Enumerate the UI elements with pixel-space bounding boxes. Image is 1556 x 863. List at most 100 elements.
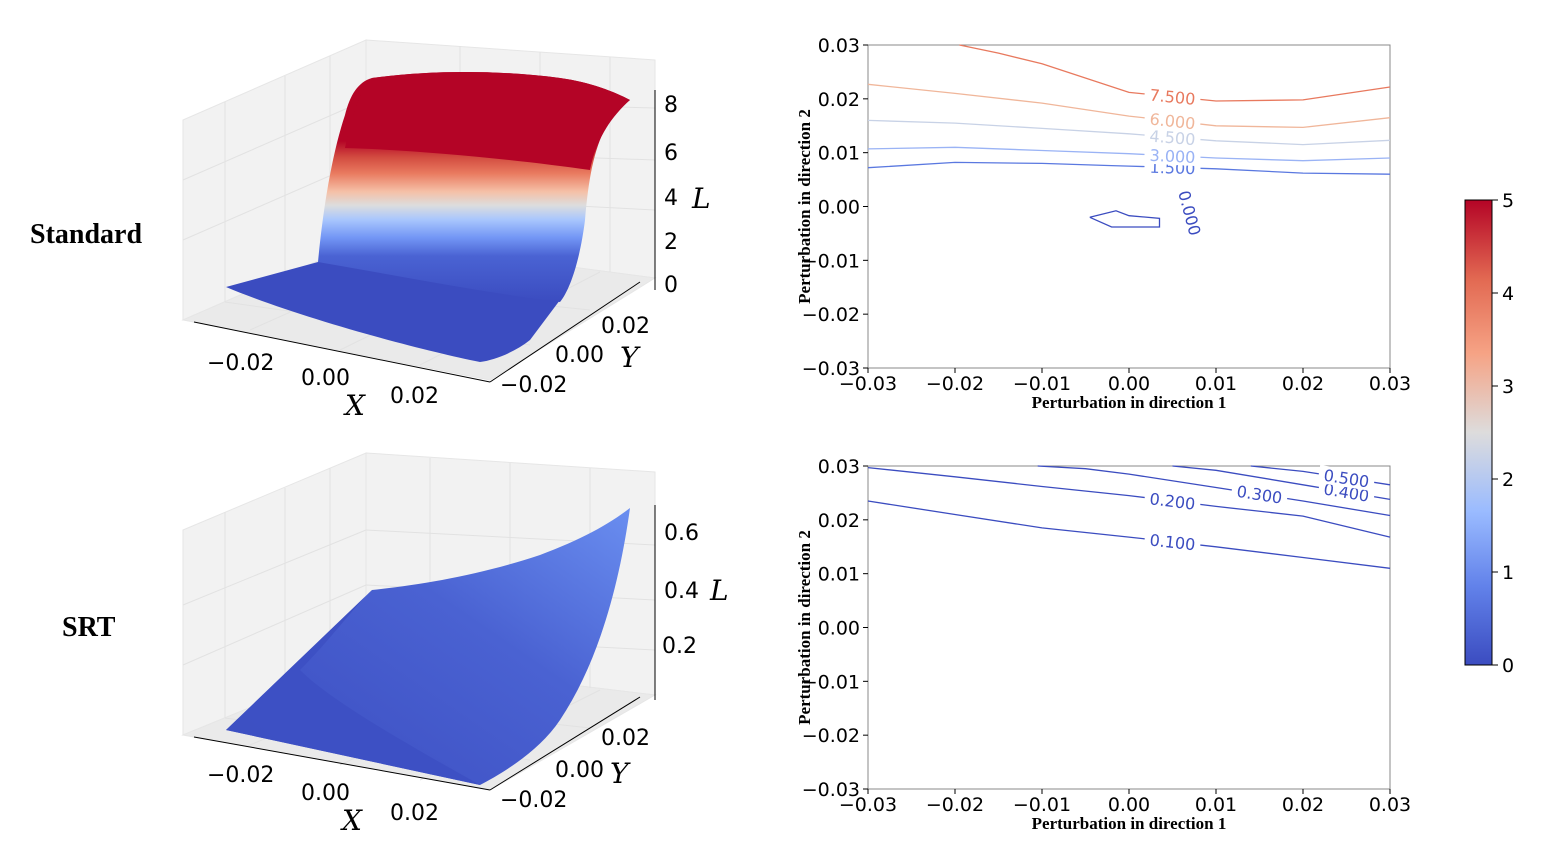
colorbar-tick-label: 0 [1502,655,1514,677]
srt-3d-plot: 0.6 0.4 0.2 L −0.02 0.00 0.02 X 0.02 0.0… [181,452,729,837]
y-tick-label: 0.01 [818,564,860,586]
standard-contour-plot: −0.03 −0.02 −0.01 0.00 0.01 0.02 0.03 0.03 0.02 0… [795,35,1411,412]
y-tick: 0.00 [555,758,604,783]
contour-label-bg [1143,84,1202,109]
srt-contour-plot: −0.03 −0.02 −0.01 0.00 0.01 0.02 0.03 0.03 0.02 0… [795,456,1411,833]
x-tick-label: 0.03 [1369,373,1411,395]
x-tick: 0.02 [390,384,439,409]
colorbar-tick-label: 5 [1502,190,1514,212]
contour-label: 4.500 [1149,127,1196,150]
srt-surface-front [226,590,480,785]
colorbar-tick-label: 2 [1502,469,1514,491]
x-tick: 0.00 [301,781,350,806]
x-tick-label: 0.00 [1108,794,1150,816]
contour-label-bg [1143,108,1202,133]
y-tick: 0.00 [555,343,604,368]
contour-label: 6.000 [1149,109,1197,133]
x-tick-label: 0.03 [1369,794,1411,816]
contour-line-6.000 [867,83,1391,129]
x-axis-label: X [343,389,366,422]
contour-label-bg [1173,183,1206,243]
x-axis-label: X [340,804,363,837]
contour-label-bg [1143,126,1202,149]
x-tick-label: 0.00 [1108,373,1150,395]
x-tick-label: −0.01 [1013,373,1071,395]
y-tick-label: −0.02 [802,304,860,326]
y-tick: 0.02 [601,726,650,751]
z-tick: 8 [664,93,678,118]
x-tick-label: −0.02 [926,794,984,816]
x-axis-line [193,321,491,383]
x-tick-label: 0.02 [1282,794,1324,816]
contour-line-0.200 [867,466,1391,538]
y-axis-label: Y [620,341,641,374]
contour-label: 3.000 [1149,146,1196,167]
y-tick: −0.02 [500,373,567,398]
colorbar: 5 4 3 2 1 0 [1464,190,1514,677]
contour-label-bg [1317,464,1376,492]
colorbar-strip [1464,199,1493,666]
contour-label-bg [1317,478,1376,506]
contour-line-0.100 [867,500,1391,569]
contour-line-3.000 [867,146,1391,162]
y-tick-label: −0.03 [802,779,860,801]
y-tick-label: −0.01 [802,671,860,693]
x-axis-line [193,736,491,791]
y-axis-line [489,281,641,383]
contour-label-bg [1144,145,1201,167]
row-label-standard: Standard [30,219,142,250]
contour-line-0.300 [1037,465,1391,517]
y-tick: −0.02 [500,788,567,813]
x-axis-title: Perturbation in direction 1 [1032,814,1227,833]
z-tick: 2 [664,230,678,255]
contour-label-bg [1143,529,1202,554]
y-tick-label: 0.03 [818,456,860,478]
z-tick: 6 [664,141,678,166]
plot-area [867,44,1391,369]
y-tick-label: 0.00 [818,618,860,640]
colorbar-ticks: 5 4 3 2 1 0 [1492,190,1514,677]
x-tick-label: −0.03 [839,373,897,395]
y-axis-line [489,696,641,791]
y-tick-label: 0.02 [818,510,860,532]
x-tick-label: −0.02 [926,373,984,395]
standard-surface-plateau [345,72,630,170]
contour-line-7.500 [959,44,1391,102]
x-tick: −0.02 [207,763,274,788]
x-tick-label: −0.01 [1013,794,1071,816]
x-tick-label: 0.02 [1282,373,1324,395]
x-axis-title: Perturbation in direction 1 [1032,393,1227,412]
row-label-srt: SRT [62,612,116,643]
y-tick-label: 0.01 [818,143,860,165]
plot-area [867,465,1391,790]
colorbar-tick-label: 1 [1502,562,1514,584]
y-tick-label: −0.01 [802,250,860,272]
colorbar-tick-label: 4 [1502,283,1514,305]
y-tick-label: −0.03 [802,358,860,380]
z-tick: 0 [664,273,678,298]
z-axis-label: L [709,574,729,607]
contour-line-0.000 [1089,210,1161,228]
contour-label: 0.100 [1149,530,1197,554]
x-tick: 0.00 [301,366,350,391]
contour-label-bg [1230,481,1289,508]
x-tick-label: 0.01 [1195,794,1237,816]
x-tick-label: −0.03 [839,794,897,816]
y-tick: 0.02 [601,314,650,339]
y-tick-label: 0.02 [818,89,860,111]
y-axis-label: Y [610,757,631,790]
z-axis-label: L [691,182,711,215]
y-axis-title: Perturbation in direction 2 [795,530,814,725]
colorbar-tick-label: 3 [1502,376,1514,398]
contour-line-1.500 [867,161,1391,175]
y-axis-title: Perturbation in direction 2 [795,109,814,304]
y-tick-label: 0.00 [818,197,860,219]
contour-line-4.500 [867,119,1391,146]
y-tick-label: −0.02 [802,725,860,747]
x-tick: 0.02 [390,801,439,826]
x-tick-label: 0.01 [1195,373,1237,395]
z-tick: 4 [664,186,678,211]
x-tick: −0.02 [207,351,274,376]
standard-3d-plot: 8 6 4 2 0 L −0.02 0.00 0.02 X 0.02 0.00 … [181,39,711,422]
